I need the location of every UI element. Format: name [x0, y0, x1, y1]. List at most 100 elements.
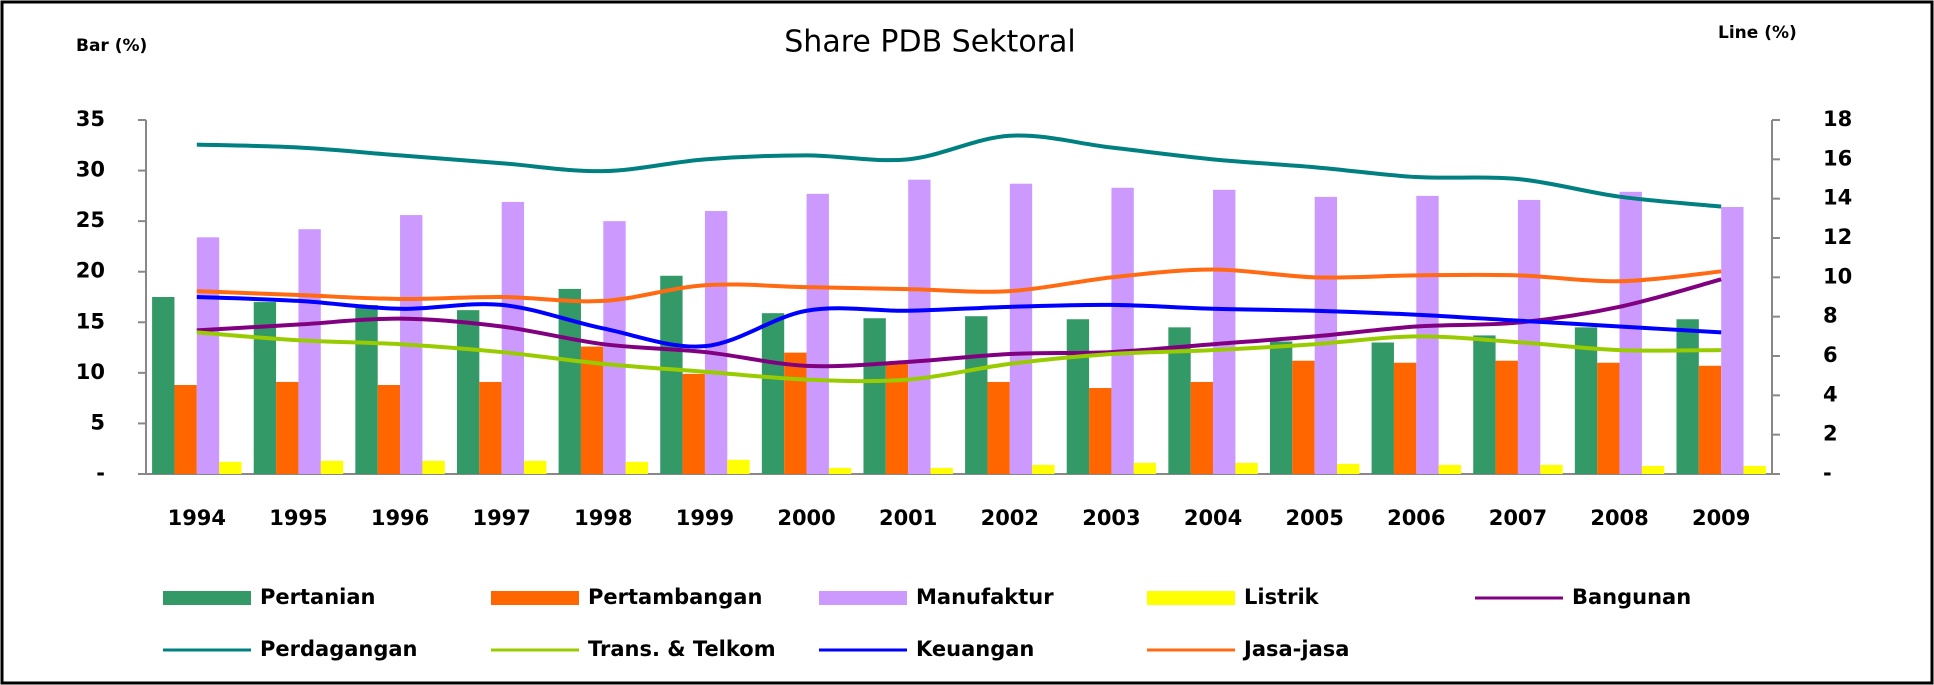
legend-label: Manufaktur	[916, 585, 1054, 609]
y-tick-label: 15	[76, 309, 105, 333]
bar	[1721, 206, 1744, 475]
y-tick-label: 5	[90, 410, 105, 434]
y2-tick-label: 12	[1823, 225, 1852, 249]
bar	[377, 384, 401, 474]
bar	[1066, 319, 1090, 474]
y2-tick-label: 18	[1823, 107, 1852, 131]
bar	[501, 201, 525, 474]
bar	[422, 460, 445, 474]
bar	[1213, 189, 1236, 474]
bar	[524, 460, 547, 474]
y2-tick-label: 10	[1823, 264, 1852, 288]
legend-label: Pertanian	[260, 585, 375, 609]
x-tick-label: 1995	[269, 506, 327, 530]
x-tick-label: 2004	[1184, 506, 1242, 530]
bar	[298, 229, 321, 474]
bar	[1111, 187, 1134, 474]
bar	[806, 193, 829, 474]
bar	[219, 461, 242, 474]
line	[196, 277, 1722, 369]
bar	[1540, 464, 1563, 474]
bar	[828, 467, 852, 474]
bar	[930, 467, 953, 474]
legend-swatch	[163, 591, 251, 605]
legend-label: Listrik	[1244, 585, 1320, 609]
bar	[1133, 462, 1157, 474]
y-tick-label: 35	[76, 107, 105, 131]
x-tick-label: 2000	[777, 506, 835, 530]
line	[196, 267, 1722, 304]
bar	[1641, 465, 1665, 474]
x-tick-label: 1996	[371, 506, 429, 530]
x-tick-label: 2009	[1692, 506, 1750, 530]
bar	[1337, 463, 1360, 474]
x-tick-label: 2008	[1590, 506, 1648, 530]
x-tick-label: 2003	[1082, 506, 1140, 530]
bar	[1371, 342, 1394, 474]
bar	[1235, 462, 1258, 474]
bar	[1089, 388, 1112, 474]
bar	[1190, 381, 1214, 474]
y2-axis-title: Line (%)	[1718, 23, 1797, 43]
bar	[580, 346, 604, 474]
line	[196, 133, 1722, 209]
bar	[355, 305, 378, 474]
bar	[1743, 465, 1766, 474]
bar	[1676, 319, 1699, 474]
y-tick-label: 25	[76, 208, 105, 232]
bar	[965, 316, 988, 474]
y2-tick-label: -	[1823, 461, 1832, 485]
bar	[152, 297, 175, 474]
x-tick-label: 1999	[676, 506, 734, 530]
y-axis-title: Bar (%)	[76, 36, 147, 56]
legend-swatch	[819, 591, 907, 605]
bar	[1393, 362, 1417, 474]
y-tick-label: 20	[76, 259, 105, 283]
y-tick-label: 10	[76, 360, 105, 384]
y2-tick-label: 2	[1823, 422, 1838, 446]
y2-tick-label: 14	[1823, 186, 1852, 210]
x-tick-label: 2001	[879, 506, 937, 530]
bar	[625, 461, 649, 474]
bar	[253, 302, 277, 474]
bar	[908, 179, 931, 474]
legend-label: Perdagangan	[260, 637, 418, 661]
bar	[196, 237, 220, 474]
bar	[1698, 365, 1722, 474]
bar	[660, 275, 683, 474]
y-tick-label: -	[96, 461, 105, 485]
legend-label: Trans. & Telkom	[588, 637, 776, 661]
bar	[276, 381, 299, 474]
bar	[987, 381, 1010, 474]
chart-title: Share PDB Sektoral	[784, 25, 1075, 60]
x-tick-label: 1998	[574, 506, 632, 530]
y2-tick-label: 8	[1823, 304, 1838, 328]
bar	[558, 288, 581, 474]
bar	[761, 313, 785, 474]
bar	[1168, 327, 1191, 474]
x-tick-label: 2007	[1489, 506, 1547, 530]
bar	[1517, 199, 1541, 474]
bar	[1292, 360, 1315, 474]
y2-tick-label: 6	[1823, 343, 1838, 367]
bar	[1009, 183, 1033, 474]
bar	[885, 362, 909, 474]
x-tick-label: 1997	[472, 506, 530, 530]
y2-tick-label: 4	[1823, 382, 1838, 406]
bar	[1597, 362, 1620, 474]
y2-tick-label: 16	[1823, 146, 1852, 170]
bar	[727, 459, 750, 474]
bar	[1619, 191, 1642, 474]
line	[196, 330, 1722, 384]
x-tick-label: 2006	[1387, 506, 1445, 530]
bar	[320, 460, 344, 474]
bar	[863, 318, 886, 474]
legend-label: Bangunan	[1572, 585, 1691, 609]
bar	[1473, 335, 1496, 474]
bar	[456, 310, 480, 474]
x-tick-label: 2002	[981, 506, 1039, 530]
bar	[1495, 360, 1518, 474]
bar	[603, 221, 626, 474]
bar	[1032, 464, 1055, 474]
